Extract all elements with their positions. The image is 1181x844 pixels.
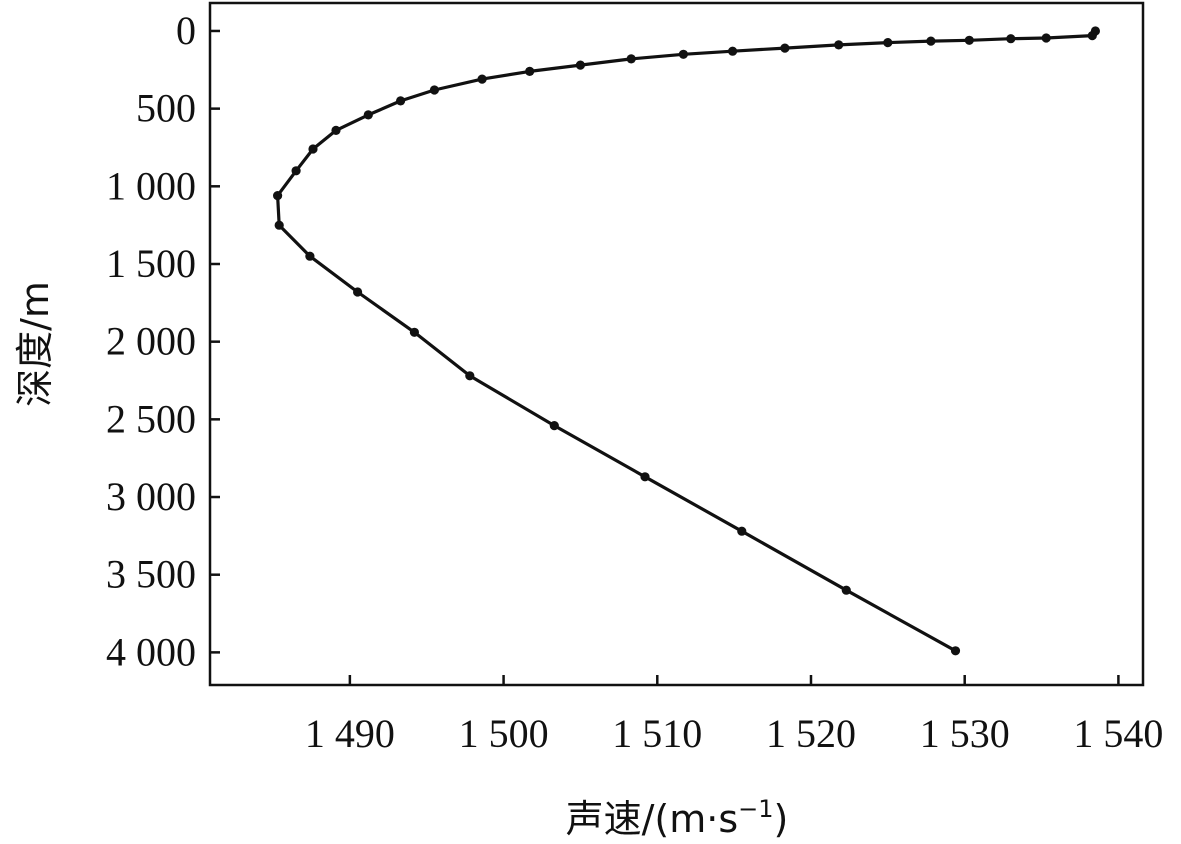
data-point	[353, 287, 363, 297]
data-point	[841, 585, 851, 595]
data-point	[926, 36, 936, 46]
x-tick-label: 1 510	[612, 711, 702, 756]
y-tick-label: 500	[136, 86, 196, 131]
x-tick-label: 1 530	[920, 711, 1010, 756]
data-point	[305, 251, 315, 261]
data-point	[964, 35, 974, 45]
y-axis: 0 500 1 000 1 500 2 000 2 500 3 000 3 500 4 000	[106, 8, 220, 674]
data-point	[1041, 33, 1051, 43]
y-tick-label: 1 500	[106, 241, 196, 286]
y-axis-title: 深度/m	[13, 281, 57, 407]
data-point	[678, 49, 689, 59]
y-tick-label: 2 500	[106, 396, 196, 441]
data-point	[429, 85, 439, 95]
data-point	[291, 166, 301, 176]
data-point	[950, 646, 961, 656]
y-tick-label: 1 000	[106, 163, 196, 208]
data-point	[273, 191, 283, 201]
x-axis-title: 声速/(m·s−1)	[566, 795, 789, 841]
data-point	[409, 327, 419, 337]
data-point	[626, 54, 636, 64]
data-points	[273, 26, 1100, 656]
data-point	[549, 421, 559, 431]
data-point	[525, 66, 535, 76]
data-point	[465, 371, 475, 381]
x-tick-label: 1 500	[459, 711, 549, 756]
y-tick-label: 2 000	[106, 319, 196, 364]
data-point	[308, 144, 318, 154]
data-point	[477, 74, 487, 84]
data-point	[575, 60, 586, 70]
y-tick-label: 0	[176, 8, 196, 53]
x-tick-label: 1 490	[305, 711, 395, 756]
x-tick-label: 1 520	[766, 711, 856, 756]
data-point	[737, 526, 747, 536]
data-point	[274, 220, 284, 230]
data-point	[363, 110, 373, 120]
y-tick-label: 3 500	[106, 552, 196, 597]
data-point	[834, 40, 844, 50]
plot-frame	[208, 1, 1145, 687]
data-point	[780, 43, 790, 53]
x-axis: 1 490 1 500 1 510 1 520 1 530 1 540	[305, 675, 1163, 756]
data-point	[331, 125, 341, 135]
data-point	[728, 46, 738, 56]
data-point	[883, 38, 893, 48]
data-point	[1006, 34, 1016, 44]
x-tick-label: 1 540	[1073, 711, 1163, 756]
data-point	[1087, 30, 1097, 41]
data-point	[396, 96, 406, 106]
sound-speed-curve	[276, 30, 1097, 653]
y-tick-label: 3 000	[106, 474, 196, 519]
y-tick-label: 4 000	[106, 629, 196, 674]
data-point	[640, 472, 650, 482]
